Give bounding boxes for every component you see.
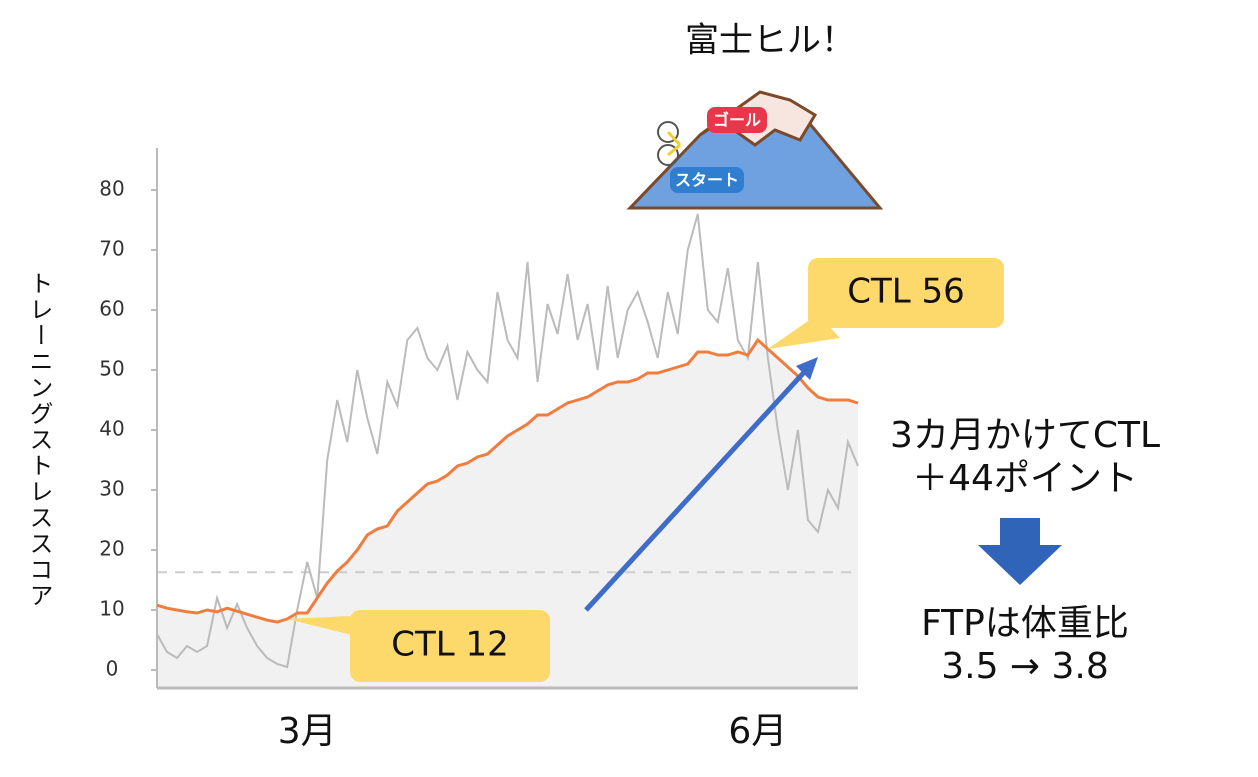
note: 3カ月かけてCTL <box>890 415 1160 456</box>
area <box>157 340 858 688</box>
line <box>156 213 859 669</box>
y-tick-label: 50 <box>99 357 124 381</box>
goal-label: ゴール <box>713 111 761 130</box>
x-tick-label: 6月 <box>728 711 787 752</box>
chart-title: 富士ヒル！ <box>685 21 855 61</box>
y-axis-label: トレーニングストレススコア <box>25 271 53 609</box>
callout-text: CTL 12 <box>391 625 509 665</box>
y-tick-label: 70 <box>99 237 124 261</box>
mountain-illustration: ゴール スタート <box>626 90 884 210</box>
line <box>156 337 859 624</box>
trend-arrow <box>584 366 810 612</box>
y-tick-label: 0 <box>106 657 119 681</box>
y-tick-label: 30 <box>99 477 124 501</box>
x-tick-label: 3月 <box>278 711 337 752</box>
callout-box <box>808 258 1004 328</box>
y-tick-label: 40 <box>99 417 124 441</box>
y-tick-label: 10 <box>99 597 124 621</box>
start-label: スタート <box>675 171 739 190</box>
y-tick-label: 20 <box>99 537 124 561</box>
note: FTPは体重比 <box>921 603 1129 644</box>
callout-box <box>350 610 550 682</box>
note: 3.5 → 3.8 <box>941 646 1109 687</box>
note: ＋44ポイント <box>912 458 1138 499</box>
callout-text: CTL 56 <box>847 272 965 312</box>
y-tick-label: 60 <box>99 297 124 321</box>
trend-arrow-head <box>796 357 818 380</box>
down-arrow <box>978 518 1062 585</box>
y-tick-label: 80 <box>99 177 124 201</box>
